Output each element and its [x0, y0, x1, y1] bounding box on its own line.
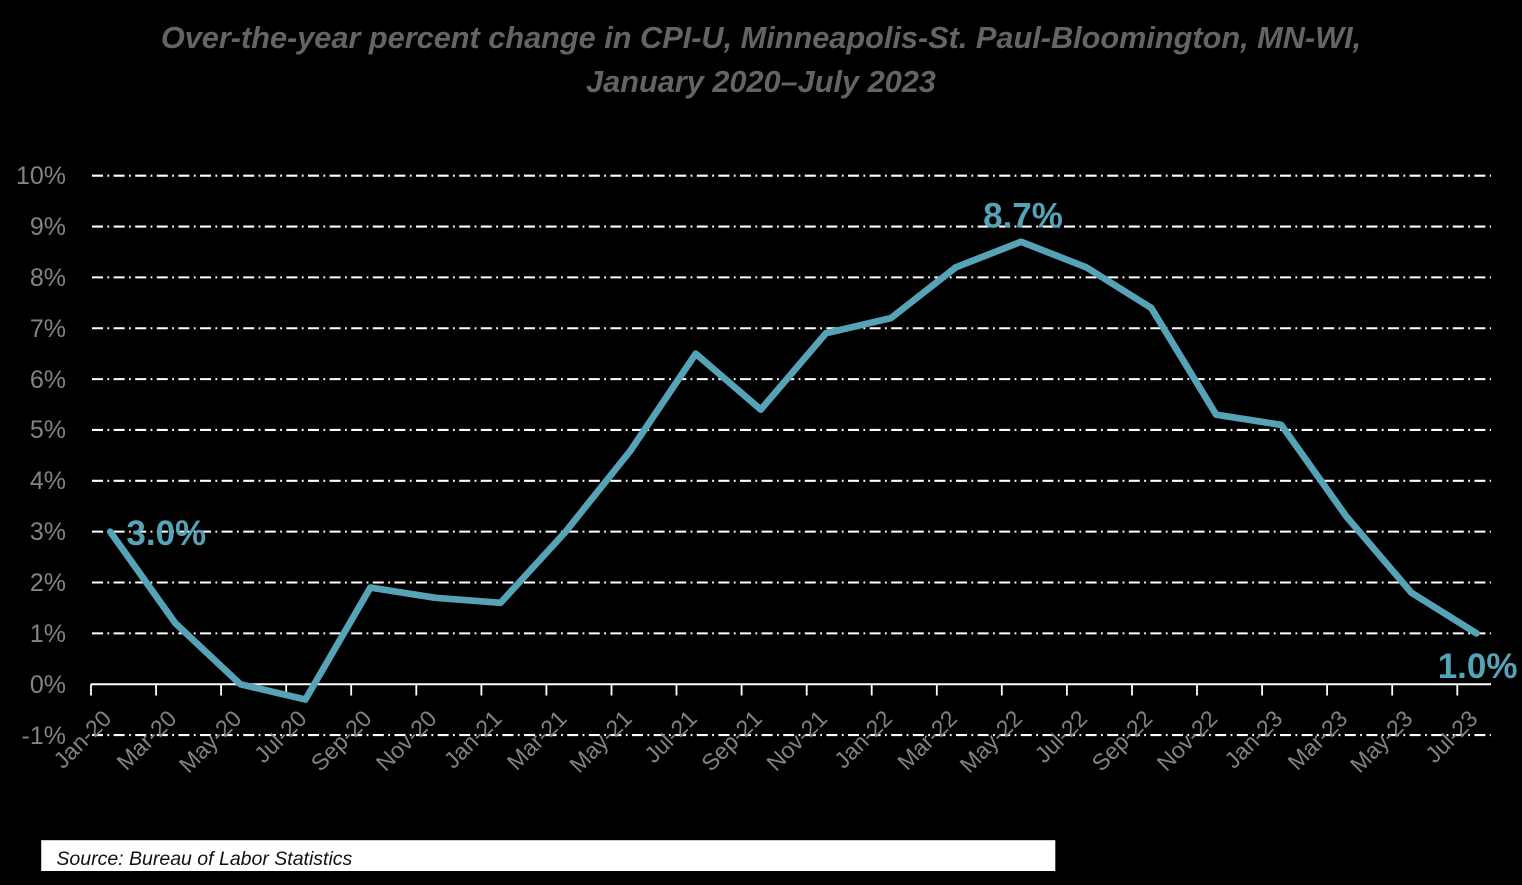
svg-text:2%: 2%	[30, 569, 66, 597]
svg-text:8%: 8%	[30, 264, 66, 292]
svg-text:6%: 6%	[30, 366, 66, 394]
svg-text:3%: 3%	[30, 518, 66, 546]
svg-text:-1%: -1%	[22, 722, 66, 750]
svg-text:January 2020–July 2023: January 2020–July 2023	[586, 64, 936, 99]
svg-text:4%: 4%	[30, 467, 66, 495]
svg-text:3.0%: 3.0%	[126, 514, 206, 553]
svg-text:8.7%: 8.7%	[983, 197, 1063, 236]
svg-text:5%: 5%	[30, 416, 66, 444]
svg-text:9%: 9%	[30, 213, 66, 241]
svg-text:10%: 10%	[16, 162, 66, 190]
svg-text:Over-the-year percent change i: Over-the-year percent change in CPI-U, M…	[161, 20, 1361, 55]
svg-text:1.0%: 1.0%	[1438, 647, 1518, 686]
svg-text:Source: Bureau of Labor Statis: Source: Bureau of Labor Statistics	[56, 848, 352, 870]
svg-text:1%: 1%	[30, 620, 66, 648]
svg-text:0%: 0%	[30, 671, 66, 699]
svg-text:7%: 7%	[30, 315, 66, 343]
